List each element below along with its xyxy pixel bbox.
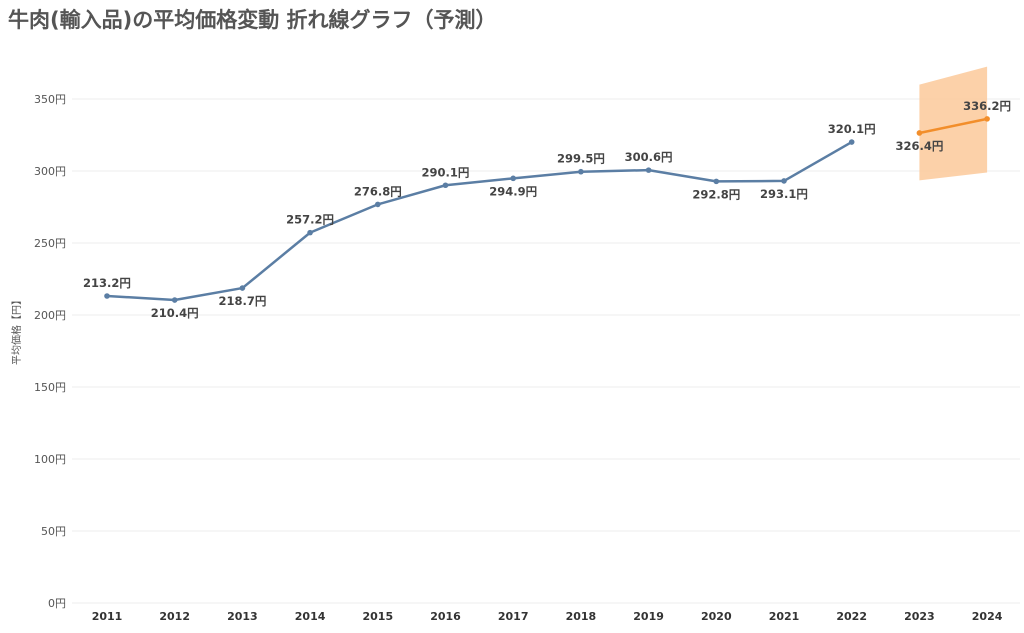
data-label: 210.4円	[151, 306, 199, 320]
data-label: 292.8円	[692, 187, 740, 201]
y-tick-label: 50円	[41, 525, 66, 538]
y-tick-label: 0円	[48, 597, 66, 610]
x-tick-label: 2012	[159, 610, 190, 623]
y-tick-label: 150円	[34, 381, 66, 394]
x-tick-label: 2023	[904, 610, 935, 623]
y-tick-label: 350円	[34, 93, 66, 106]
y-tick-label: 200円	[34, 309, 66, 322]
x-tick-label: 2022	[836, 610, 867, 623]
forecast-band-layer	[919, 66, 988, 181]
data-point[interactable]	[510, 175, 516, 182]
grid-lines	[72, 98, 1020, 604]
data-point[interactable]	[307, 229, 313, 236]
data-point[interactable]	[713, 178, 720, 185]
data-label: 293.1円	[760, 187, 808, 201]
x-tick-label: 2020	[701, 610, 732, 623]
data-label: 276.8円	[354, 184, 402, 198]
x-tick-label: 2016	[430, 610, 461, 623]
x-tick-label: 2015	[362, 610, 393, 623]
data-label: 290.1円	[422, 165, 470, 179]
data-points	[104, 116, 990, 303]
x-tick-label: 2018	[566, 610, 597, 623]
y-tick-label: 250円	[34, 237, 66, 250]
data-label: 294.9円	[489, 184, 537, 198]
data-point[interactable]	[239, 285, 246, 291]
data-label: 336.2円	[963, 99, 1011, 113]
data-point[interactable]	[171, 297, 178, 303]
data-label: 213.2円	[83, 276, 131, 290]
x-tick-label: 2021	[769, 610, 800, 623]
x-tick-label: 2024	[972, 610, 1003, 623]
data-label: 257.2円	[286, 213, 334, 227]
x-tick-label: 2011	[92, 610, 123, 623]
y-axis-ticks: 0円 50円 100円 150円 200円 250円 300円 350円	[34, 93, 66, 610]
actual-series-line	[105, 140, 853, 302]
data-point[interactable]	[578, 168, 584, 175]
data-point[interactable]	[848, 139, 855, 145]
data-label: 326.4円	[895, 139, 943, 153]
series-lines	[105, 117, 989, 302]
y-tick-label: 100円	[34, 453, 66, 466]
data-labels: 213.2円 210.4円 218.7円 257.2円 276.8円 290.1円 294.…	[83, 99, 1011, 320]
forecast-band	[919, 66, 988, 181]
data-point[interactable]	[781, 178, 787, 184]
chart-title: 牛肉(輸入品)の平均価格変動 折れ線グラフ（予測）	[8, 8, 497, 32]
data-point[interactable]	[916, 130, 923, 136]
data-label: 300.6円	[625, 150, 673, 164]
y-axis-title: 平均価格【円】	[10, 295, 23, 365]
x-axis-ticks: 2011 2012 2013 2014 2015 2016 2017 2018 2019 2020…	[92, 610, 1003, 623]
data-point[interactable]	[442, 182, 449, 189]
data-label: 320.1円	[828, 122, 876, 136]
x-tick-label: 2019	[633, 610, 664, 623]
data-point[interactable]	[645, 167, 652, 173]
data-label: 299.5円	[557, 152, 605, 166]
y-tick-label: 300円	[34, 165, 66, 178]
x-tick-label: 2013	[227, 610, 258, 623]
x-tick-label: 2017	[498, 610, 529, 623]
data-point[interactable]	[104, 293, 110, 299]
x-tick-label: 2014	[295, 610, 326, 623]
data-label: 218.7円	[218, 294, 266, 308]
forecast-series-line	[918, 117, 989, 135]
data-point[interactable]	[984, 116, 990, 122]
data-point[interactable]	[375, 201, 381, 208]
